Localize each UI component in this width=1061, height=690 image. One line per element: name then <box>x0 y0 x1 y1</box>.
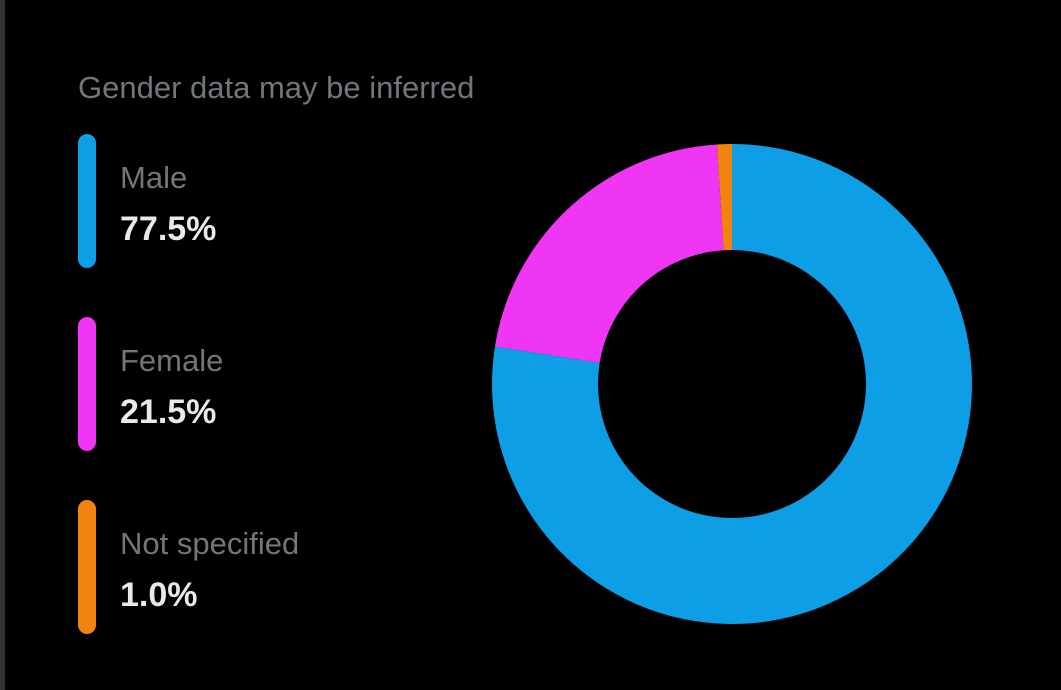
legend-label-female: Female <box>120 343 224 378</box>
donut-slice-female[interactable] <box>494 144 724 364</box>
chart-subtitle: Gender data may be inferred <box>78 70 475 105</box>
legend-item-not-specified: Not specified 1.0% <box>78 500 438 634</box>
legend-value-male: 77.5% <box>120 210 217 248</box>
legend-label-male: Male <box>120 160 188 195</box>
legend-swatch-male <box>78 134 96 268</box>
legend-item-female: Female 21.5% <box>78 317 438 451</box>
legend-swatch-female <box>78 317 96 451</box>
donut-chart <box>492 144 972 624</box>
donut-slice-male[interactable] <box>492 144 972 624</box>
legend-item-male: Male 77.5% <box>78 134 438 268</box>
legend-swatch-not-specified <box>78 500 96 634</box>
legend-label-not-specified: Not specified <box>120 526 300 561</box>
legend-value-female: 21.5% <box>120 393 217 431</box>
panel-divider <box>0 0 5 690</box>
donut-slice-not-specified[interactable] <box>716 144 732 251</box>
legend-value-not-specified: 1.0% <box>120 576 198 614</box>
